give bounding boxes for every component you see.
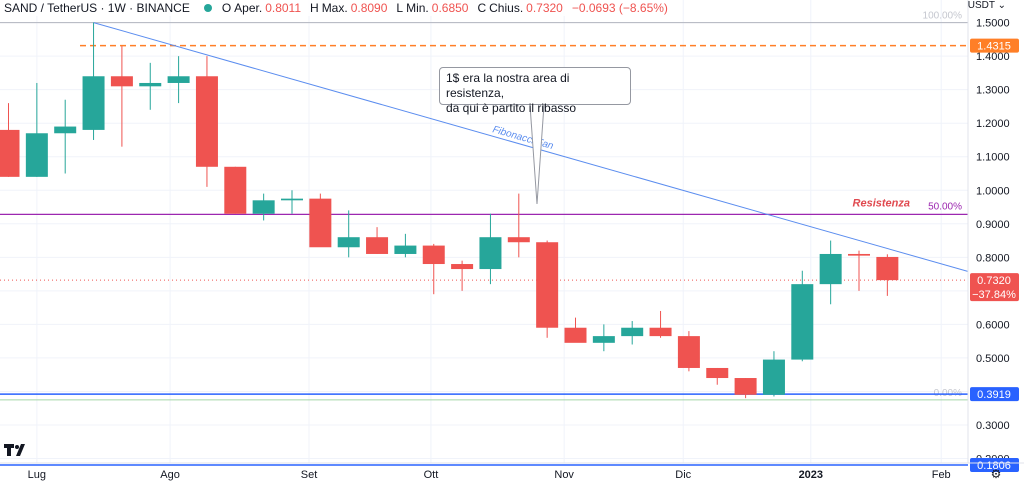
candle-body-24: [677, 336, 700, 368]
y-tick-label-8: 1.0000: [976, 185, 1010, 197]
open-label: O: [221, 1, 232, 15]
callout-note[interactable]: 1$ era la nostra area di resistenza, da …: [439, 67, 631, 115]
tradingview-logo-icon: [4, 444, 25, 456]
support-tag: 0.3919: [977, 389, 1011, 401]
candle-body-13: [366, 237, 389, 254]
candle-body-21: [592, 336, 615, 343]
change-value: −0.0693 (−8.65%): [571, 1, 668, 15]
y-tick-label-11: 1.3000: [976, 85, 1010, 97]
candle-body-0: [0, 129, 20, 177]
last-price-tag: 0.7320: [977, 275, 1011, 287]
candle-body-31: [876, 256, 899, 281]
price-scale-bg: [968, 0, 1024, 482]
callout-line-1: 1$ era la nostra area di resistenza,: [446, 71, 570, 100]
candle-body-29: [819, 253, 842, 285]
fib-mid-label: 50.00%: [928, 201, 962, 212]
candle-body-11: [309, 198, 332, 248]
candle-body-5: [139, 82, 162, 87]
high-key: Max.: [321, 1, 348, 15]
y-tick-label-10: 1.2000: [976, 118, 1010, 130]
resistance-label: Resistenza: [853, 197, 910, 209]
last-price-tag-bg: [970, 273, 1019, 302]
low-value: 0.6850: [431, 1, 469, 15]
open-value: 0.8011: [265, 1, 302, 15]
candle-body-6: [167, 76, 190, 83]
candle-body-14: [394, 245, 417, 254]
candle-body-18: [507, 237, 530, 243]
callout-pointer: [529, 104, 545, 205]
candle-body-16: [451, 264, 474, 270]
dashed-level-tag: 1.4315: [977, 41, 1011, 53]
candle-body-20: [564, 327, 587, 343]
candle-body-15: [422, 245, 445, 265]
gear-icon: ⚙: [991, 467, 1002, 481]
high-label: H: [310, 1, 319, 15]
close-key: Chius.: [489, 1, 524, 15]
y-tick-label-1: 0.3000: [976, 420, 1010, 432]
chart-legend-header: SAND / TetherUS · 1W · BINANCE O Aper. 0…: [4, 0, 677, 16]
y-tick-label-4: 0.6000: [976, 319, 1010, 331]
market-status-icon: [203, 4, 212, 12]
low-label: L: [396, 1, 404, 15]
currency-selector[interactable]: USDT ⌄: [968, 0, 1006, 11]
candle-body-19: [536, 242, 559, 328]
candle-body-12: [337, 237, 360, 248]
low-key: Min.: [406, 1, 429, 15]
candle-body-27: [762, 359, 785, 395]
y-tick-label-12: 1.4000: [976, 51, 1010, 63]
close-label: C: [477, 1, 487, 15]
x-tick-label-0: Lug: [28, 469, 46, 481]
x-tick-label-1: Ago: [160, 469, 180, 481]
candle-body-23: [649, 327, 672, 337]
y-tick-label-7: 0.9000: [976, 219, 1010, 231]
candle-body-9: [252, 200, 275, 214]
fibonacci-fan-line: [93, 22, 1001, 282]
x-tick-label-6: 2023: [799, 469, 823, 481]
fib-top-label: 100.00%: [923, 11, 963, 22]
callout-line-2: da qui è partito il ribasso: [446, 101, 577, 115]
currency-label: USDT: [967, 0, 995, 11]
x-tick-label-4: Nov: [554, 469, 574, 481]
candle-body-2: [54, 126, 77, 134]
y-tick-label-13: 1.5000: [976, 18, 1010, 30]
candle-body-8: [224, 166, 247, 214]
candle-body-17: [479, 237, 502, 270]
candle-body-7: [195, 76, 218, 167]
fib-bottom-label: 0.00%: [934, 388, 962, 399]
candle-body-22: [621, 327, 644, 337]
candle-body-10: [281, 198, 303, 201]
chevron-down-icon: ⌄: [997, 0, 1006, 11]
y-tick-label-3: 0.5000: [976, 353, 1010, 365]
symbol-title[interactable]: SAND / TetherUS · 1W · BINANCE: [4, 1, 190, 15]
candle-body-4: [110, 76, 133, 87]
candle-body-28: [791, 284, 814, 360]
x-tick-label-7: Feb: [932, 469, 951, 481]
y-tick-label-6: 0.8000: [976, 252, 1010, 264]
open-key: Aper.: [234, 1, 263, 15]
candle-body-30: [848, 253, 870, 256]
close-value: 0.7320: [526, 1, 563, 15]
x-tick-label-3: Ott: [424, 469, 439, 481]
bottom-level-tag-bg: [970, 458, 1019, 473]
candle-body-25: [706, 367, 729, 379]
dashed-level-tag-bg: [970, 38, 1019, 53]
x-tick-label-2: Set: [301, 469, 318, 481]
y-tick-label-9: 1.1000: [976, 152, 1010, 164]
high-value: 0.8090: [350, 1, 388, 15]
support-tag-bg: [970, 387, 1019, 402]
last-price-tag-change: −37.84%: [972, 289, 1016, 301]
x-tick-label-5: Dic: [675, 469, 691, 481]
candle-body-1: [25, 133, 48, 177]
candle-body-26: [734, 378, 757, 395]
candle-body-3: [82, 76, 105, 130]
